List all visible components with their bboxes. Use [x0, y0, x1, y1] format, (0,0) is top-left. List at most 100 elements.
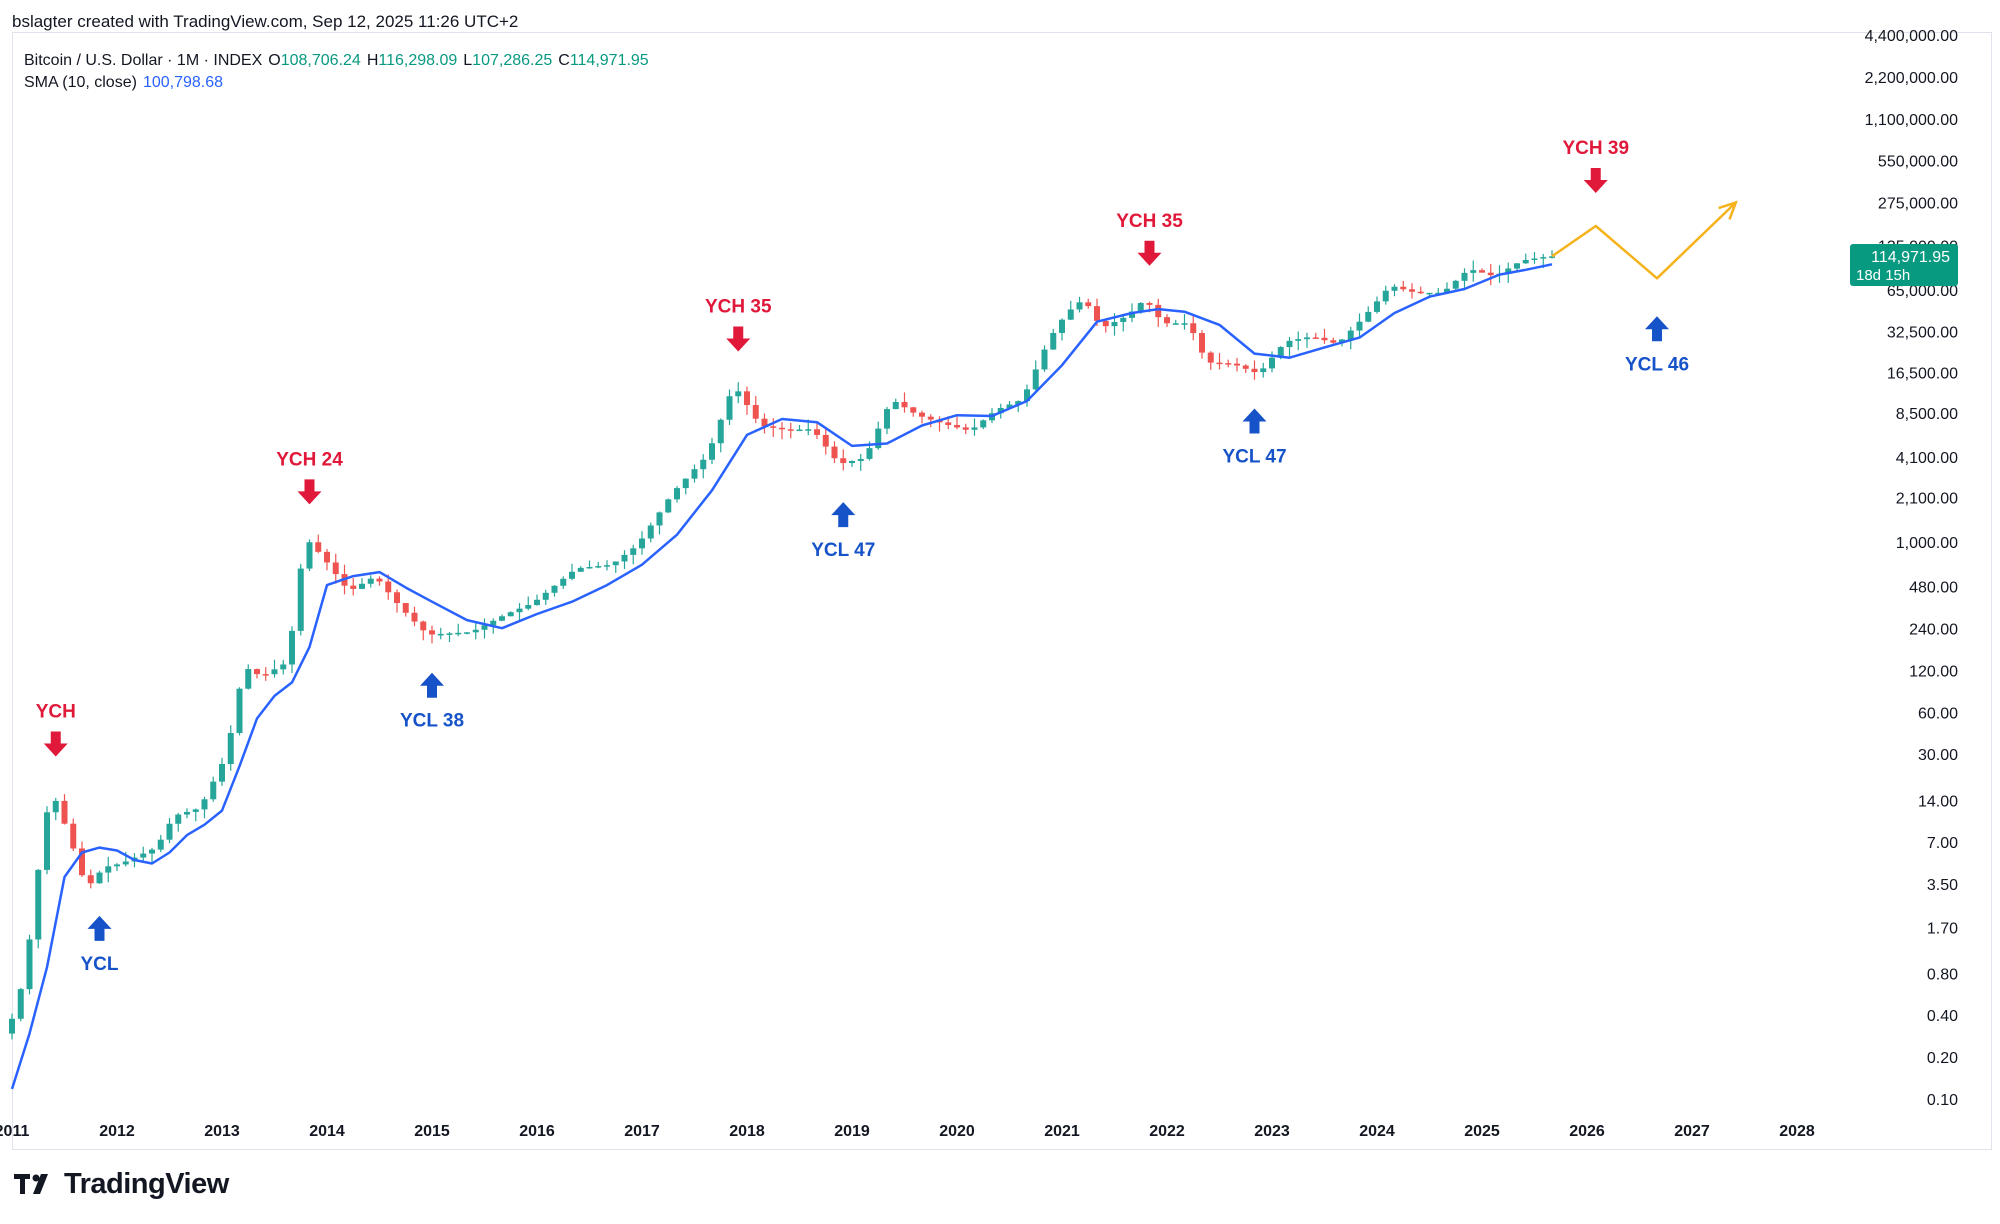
x-axis-tick-label: 2027	[1674, 1123, 1710, 1140]
candle-body-up	[464, 632, 470, 634]
candle-body-down	[1216, 362, 1223, 365]
candle-body-up	[647, 525, 654, 539]
candle-body-down	[910, 407, 917, 413]
candle-body-up	[149, 849, 155, 854]
x-axis-tick-label: 2021	[1044, 1123, 1080, 1140]
candle-body-down	[770, 426, 777, 428]
candle-body-down	[1417, 291, 1424, 294]
candle-body-up	[534, 599, 540, 606]
legend-high-label: H	[366, 52, 379, 69]
candle-body-up	[1137, 303, 1144, 312]
candle-body-up	[1531, 258, 1538, 261]
x-axis-tick-label: 2020	[939, 1123, 975, 1140]
candle-body-up	[175, 814, 182, 824]
cycle-low-arrow-icon	[1645, 316, 1669, 342]
candle-body-down	[385, 581, 392, 593]
candle-body-down	[429, 630, 435, 635]
candle-body-up	[1356, 321, 1363, 331]
candle-body-up	[1426, 292, 1433, 295]
candle-body-up	[1067, 309, 1074, 320]
candle-body-up	[849, 460, 855, 464]
candle-body-up	[866, 448, 873, 459]
last-price-value: 114,971.95	[1871, 249, 1950, 266]
projection-arrowhead	[1718, 200, 1738, 220]
candle-body-up	[1522, 259, 1529, 264]
cycle-high-label: YCH	[36, 702, 76, 723]
candle-body-down	[1400, 286, 1407, 290]
x-axis-tick-label: 2014	[309, 1123, 345, 1140]
candle-body-up	[1015, 401, 1022, 405]
candle-body-up	[630, 548, 637, 555]
candle-body-down	[779, 427, 785, 430]
y-axis-tick-label: 550,000.00	[1878, 154, 1958, 171]
y-axis-tick-label: 480.00	[1909, 580, 1958, 597]
candles-layer	[9, 250, 1555, 1040]
candle-body-down	[919, 412, 925, 417]
legend-close-value: 114,971.95	[569, 52, 649, 69]
chart-frame	[12, 32, 1992, 1150]
cycle-low-arrow-icon	[420, 672, 444, 698]
legend-sma-label[interactable]: SMA (10, close)	[24, 74, 137, 91]
y-axis-tick-label: 0.80	[1927, 966, 1958, 983]
candle-body-up	[446, 633, 453, 635]
candle-body-up	[227, 733, 234, 764]
candle-body-down	[1234, 363, 1240, 366]
y-axis-tick-label: 4,100.00	[1896, 450, 1958, 467]
candle-body-down	[744, 391, 750, 406]
tradingview-logo[interactable]: TradingView	[14, 1168, 229, 1201]
candle-body-down	[1207, 352, 1214, 363]
candle-body-up	[289, 630, 295, 665]
cycle-high-label: YCH 35	[705, 297, 772, 318]
x-axis-tick-label: 2024	[1359, 1123, 1395, 1140]
candle-body-down	[1321, 337, 1328, 341]
cycle-high-label: YCH 35	[1116, 211, 1183, 232]
candle-body-down	[254, 669, 260, 675]
candle-body-up	[245, 669, 252, 689]
candle-body-down	[1251, 368, 1258, 373]
projection-line	[1551, 201, 1737, 280]
candle-body-up	[192, 809, 199, 812]
legend-open-value: 108,706.24	[280, 52, 361, 69]
legend-symbol[interactable]: Bitcoin / U.S. Dollar · 1M · INDEX	[24, 52, 263, 69]
candle-body-down	[402, 603, 409, 613]
x-axis-tick-label: 2028	[1779, 1123, 1815, 1140]
y-axis-tick-label: 8,500.00	[1896, 406, 1958, 423]
x-axis-tick-label: 2022	[1149, 1123, 1185, 1140]
y-axis-tick-label: 275,000.00	[1878, 196, 1958, 213]
cycle-low-label: YCL 46	[1625, 354, 1689, 375]
candle-body-down	[70, 823, 77, 849]
candle-body-up	[1549, 256, 1555, 258]
y-axis-tick-label: 1,100,000.00	[1865, 112, 1959, 129]
candle-body-up	[1076, 302, 1083, 310]
candle-body-down	[1330, 340, 1337, 343]
candle-body-down	[927, 416, 934, 420]
candle-body-down	[954, 425, 960, 428]
legend-sma-row: SMA (10, close) 100,798.68	[24, 72, 649, 94]
y-axis-tick-label: 0.20	[1927, 1050, 1958, 1067]
candle-body-up	[997, 407, 1004, 414]
candle-body-up	[437, 633, 444, 636]
candle-body-up	[472, 629, 479, 633]
cycle-low-arrow-icon	[1242, 408, 1267, 434]
legend-low-value: 107,286.25	[472, 52, 553, 69]
candle-body-up	[306, 542, 313, 569]
candle-body-up	[980, 420, 987, 428]
legend-close-label: C	[558, 52, 570, 69]
cycle-low-label: YCL 47	[811, 540, 875, 561]
y-axis-tick-label: 240.00	[1909, 621, 1958, 638]
y-axis-tick-label: 0.10	[1927, 1092, 1958, 1109]
candle-body-down	[411, 612, 418, 622]
candle-body-up	[586, 566, 593, 569]
cycle-high-arrow-icon	[1583, 167, 1608, 193]
candle-body-up	[1050, 332, 1057, 350]
candle-body-up	[892, 401, 899, 410]
candle-body-up	[1032, 369, 1039, 390]
candle-body-up	[455, 632, 462, 635]
legend-open-label: O	[268, 52, 281, 69]
x-axis-tick-label: 2019	[834, 1123, 870, 1140]
candle-body-up	[157, 839, 164, 850]
y-axis-tick-label: 14.00	[1918, 793, 1958, 810]
candle-body-up	[560, 578, 567, 586]
candle-body-down	[376, 578, 383, 582]
